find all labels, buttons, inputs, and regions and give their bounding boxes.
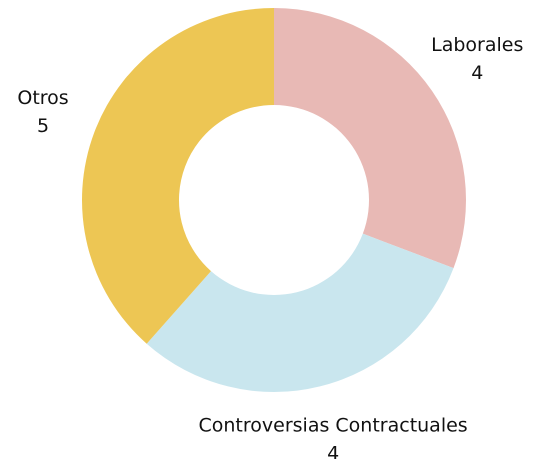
slice-value: 4: [327, 442, 339, 459]
donut-slice: [82, 8, 274, 344]
slice-label: Laborales: [431, 34, 523, 56]
slice-value: 5: [37, 115, 49, 137]
slice-label: Otros: [17, 87, 68, 109]
donut-slice: [274, 8, 466, 269]
donut-slice: [146, 233, 454, 392]
slice-value: 4: [471, 62, 483, 84]
slice-label: Controversias Contractuales: [199, 414, 468, 436]
